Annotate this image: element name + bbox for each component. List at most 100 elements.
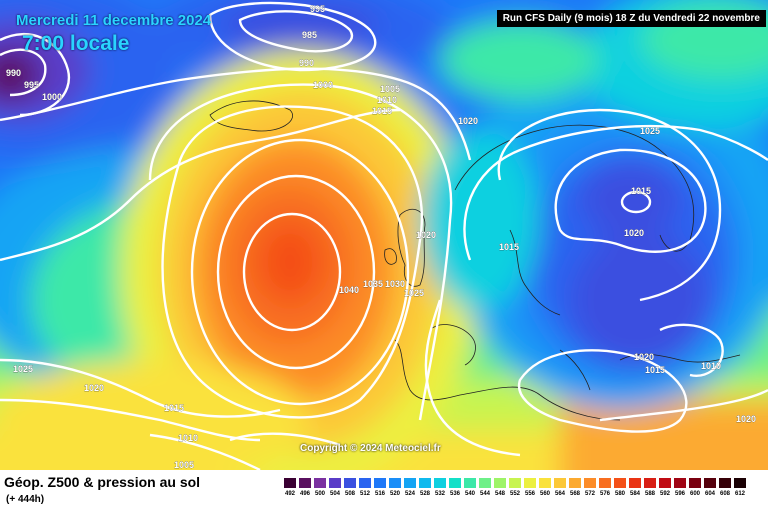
legend-swatch xyxy=(569,478,581,488)
legend-swatch xyxy=(689,478,701,488)
isobar-label: 1015 xyxy=(372,106,392,116)
isobar-label: 1020 xyxy=(416,230,436,240)
legend-label: 500 xyxy=(314,491,325,497)
legend-label: 588 xyxy=(644,491,655,497)
isobar-label: 1020 xyxy=(624,228,644,238)
isobar-label: 1015 xyxy=(645,365,665,375)
legend-swatch xyxy=(479,478,491,488)
isobar-label: 1035 xyxy=(363,279,383,289)
legend-label: 556 xyxy=(524,491,535,497)
isobar-label: 1005 xyxy=(380,84,400,94)
legend-swatch xyxy=(374,478,386,488)
legend-swatch xyxy=(434,478,446,488)
legend-label: 592 xyxy=(659,491,670,497)
legend-swatch xyxy=(629,478,641,488)
legend-swatch xyxy=(284,478,296,488)
isobar-label: 990 xyxy=(299,58,314,68)
copyright-notice: Copyright © 2024 Meteociel.fr xyxy=(300,443,441,454)
isobar-label: 1020 xyxy=(458,116,478,126)
legend-label: 580 xyxy=(614,491,625,497)
legend-swatch xyxy=(614,478,626,488)
legend-swatch xyxy=(464,478,476,488)
legend-swatch xyxy=(329,478,341,488)
legend-label: 528 xyxy=(419,491,430,497)
z500-color-field xyxy=(0,0,768,470)
forecast-time: 7:00 locale xyxy=(22,32,130,55)
legend-swatch xyxy=(359,478,371,488)
isobar-label: 1005 xyxy=(174,460,194,470)
legend-label: 532 xyxy=(434,491,445,497)
legend-label: 496 xyxy=(299,491,310,497)
legend-label: 608 xyxy=(719,491,730,497)
legend-label: 552 xyxy=(509,491,520,497)
legend-label: 548 xyxy=(494,491,505,497)
legend-swatch xyxy=(344,478,356,488)
legend-swatch xyxy=(704,478,716,488)
legend-swatch xyxy=(449,478,461,488)
legend-swatch xyxy=(299,478,311,488)
legend-label: 560 xyxy=(539,491,550,497)
isobar-label: 1000 xyxy=(42,92,62,102)
isobar-label: 1025 xyxy=(13,364,33,374)
legend-swatch xyxy=(494,478,506,488)
legend-label: 516 xyxy=(374,491,385,497)
legend-label: 568 xyxy=(569,491,580,497)
legend-label: 584 xyxy=(629,491,640,497)
isobar-label: 1020 xyxy=(736,414,756,424)
legend-swatch xyxy=(734,478,746,488)
isobar-label: 1010 xyxy=(701,361,721,371)
isobar-labels: 995 985 990 990 995 1000 1000 1005 1010 … xyxy=(6,4,756,470)
legend-label: 612 xyxy=(734,491,745,497)
legend-swatch xyxy=(404,478,416,488)
isobars xyxy=(0,1,768,470)
weather-map: 995 985 990 990 995 1000 1000 1005 1010 … xyxy=(0,0,768,470)
isobar-label: 1025 xyxy=(640,126,660,136)
isobar-label: 1025 xyxy=(404,288,424,298)
legend-swatch xyxy=(419,478,431,488)
legend-label: 544 xyxy=(479,491,490,497)
map-title: Géop. Z500 & pression au sol xyxy=(4,474,201,490)
geopotential-field: 995 985 990 990 995 1000 1000 1005 1010 … xyxy=(0,0,768,470)
isobar-label: 1030 xyxy=(385,279,405,289)
legend-swatch xyxy=(674,478,686,488)
forecast-lead-time: (+ 444h) xyxy=(6,494,45,505)
isobar-label: 1040 xyxy=(339,285,359,295)
isobar-label: 1015 xyxy=(499,242,519,252)
isobar-label: 1015 xyxy=(631,186,651,196)
legend-swatch xyxy=(509,478,521,488)
isobar-label: 995 xyxy=(310,4,325,14)
legend-label: 540 xyxy=(464,491,475,497)
legend-swatch xyxy=(599,478,611,488)
legend-label: 572 xyxy=(584,491,595,497)
legend-swatch xyxy=(719,478,731,488)
isobar-label: 1020 xyxy=(634,352,654,362)
legend-label: 536 xyxy=(449,491,460,497)
isobar-label: 1015 xyxy=(164,403,184,413)
isobar-label: 1020 xyxy=(84,383,104,393)
legend-label: 512 xyxy=(359,491,370,497)
legend-label: 600 xyxy=(689,491,700,497)
legend-label: 524 xyxy=(404,491,415,497)
legend-label: 492 xyxy=(284,491,295,497)
legend-label: 604 xyxy=(704,491,715,497)
forecast-date: Mercredi 11 decembre 2024 xyxy=(16,12,212,29)
legend-swatch xyxy=(524,478,536,488)
isobar-label: 995 xyxy=(24,80,39,90)
legend-label: 504 xyxy=(329,491,340,497)
legend-label: 520 xyxy=(389,491,400,497)
isobar-label: 985 xyxy=(302,30,317,40)
legend-label: 564 xyxy=(554,491,565,497)
isobar-label: 1000 xyxy=(313,80,333,90)
legend-swatch xyxy=(389,478,401,488)
legend-label: 508 xyxy=(344,491,355,497)
legend-swatch xyxy=(554,478,566,488)
legend-swatch xyxy=(659,478,671,488)
isobar-label: 990 xyxy=(6,68,21,78)
run-info: Run CFS Daily (9 mois) 18 Z du Vendredi … xyxy=(496,10,766,27)
footer-bar: Géop. Z500 & pression au sol (+ 444h) 49… xyxy=(0,470,768,512)
legend-swatch xyxy=(644,478,656,488)
legend-swatch xyxy=(584,478,596,488)
isobar-label: 1010 xyxy=(377,95,397,105)
isobar-label: 1010 xyxy=(178,433,198,443)
legend-swatch xyxy=(539,478,551,488)
